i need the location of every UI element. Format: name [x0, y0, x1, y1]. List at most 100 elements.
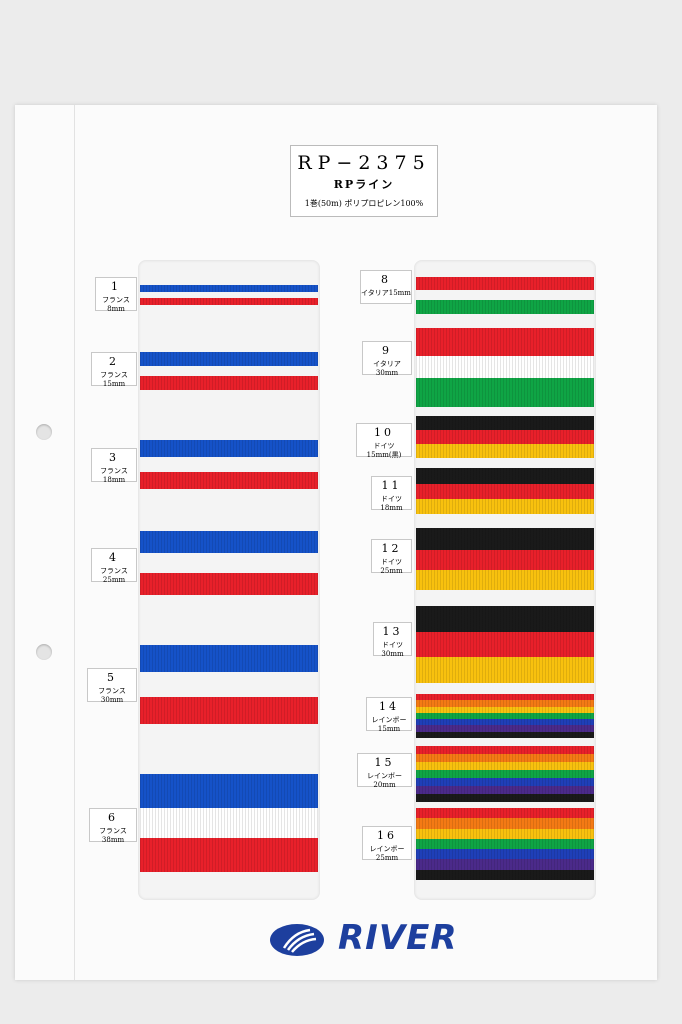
- sample-tag: 9 イタリア30mm: [362, 341, 412, 377]
- ribbon-band: [416, 528, 594, 550]
- ribbon-band: [140, 838, 318, 872]
- ribbon-band: [416, 484, 594, 499]
- ribbon-band: [416, 770, 594, 778]
- sample-number: 1: [111, 280, 121, 293]
- subtitle: RPライン: [333, 178, 395, 191]
- sample-tag: 3 フランス18mm: [91, 448, 137, 484]
- sample-number: 14: [379, 700, 399, 713]
- ribbon-band: [416, 416, 594, 430]
- ribbon-band: [140, 298, 318, 305]
- ribbon-band: [416, 859, 594, 870]
- ribbon-band: [416, 808, 594, 819]
- ribbon-band: [140, 645, 318, 672]
- sample-label: イタリア30mm: [373, 360, 401, 377]
- ribbon-band: [140, 352, 318, 366]
- sample-label: フランス18mm: [100, 467, 128, 484]
- sample-label: フランス15mm: [100, 371, 128, 388]
- ribbon-band: [416, 712, 594, 720]
- ribbon-band: [416, 838, 594, 850]
- sample-number: 12: [381, 542, 402, 555]
- sample-number: 16: [377, 829, 397, 842]
- ribbon-band: [416, 719, 594, 726]
- ribbon-band: [140, 440, 318, 457]
- sample-number: 4: [109, 551, 119, 564]
- sample-number: 8: [381, 273, 391, 286]
- punch-hole: [36, 424, 52, 440]
- sample-number: 10: [374, 426, 394, 439]
- sample-tag: 11 ドイツ18mm: [371, 476, 412, 512]
- sample-label: イタリア15mm: [361, 289, 411, 298]
- sample-tag: 15 レインボー20mm: [357, 753, 412, 789]
- ribbon-band: [416, 725, 594, 732]
- ribbon-band: [416, 786, 594, 794]
- sample-label: ドイツ18mm: [380, 495, 403, 512]
- sample-label: レインボー20mm: [367, 772, 402, 789]
- sample-tag: 13 ドイツ30mm: [373, 622, 412, 658]
- sample-label: レインボー15mm: [371, 716, 407, 733]
- ribbon-band: [416, 731, 594, 738]
- punch-hole: [36, 644, 52, 660]
- ribbon-band: [416, 849, 594, 860]
- ribbon-band: [416, 706, 594, 713]
- ribbon-band: [416, 778, 594, 786]
- ribbon-band: [416, 606, 594, 632]
- title: RP−2375: [297, 152, 431, 174]
- ribbon-band: [416, 378, 594, 407]
- ribbon-band: [416, 632, 594, 657]
- sample-tag: 14 レインボー15mm: [366, 697, 412, 733]
- ribbon-band: [416, 818, 594, 829]
- ribbon-band: [416, 746, 594, 754]
- ribbon-band: [416, 754, 594, 762]
- spec: 1巻(50m) ポリプロピレン100%: [304, 199, 424, 208]
- logo-waves: [282, 928, 317, 953]
- ribbon-band: [416, 444, 594, 458]
- ribbon-band: [416, 430, 594, 444]
- sample-label: レインボー25mm: [369, 845, 405, 862]
- sample-tag: 8 イタリア15mm: [360, 270, 412, 304]
- sample-number: 11: [381, 479, 402, 492]
- sample-label: フランス25mm: [100, 567, 128, 584]
- ribbon-band: [140, 774, 318, 808]
- sample-tag: 1 フランス8mm: [95, 277, 137, 313]
- sample-tag: 2 フランス15mm: [91, 352, 137, 388]
- ribbon-band: [416, 356, 594, 378]
- brand-name: RIVER: [338, 918, 458, 958]
- sample-label: ドイツ15mm(黒): [366, 442, 402, 459]
- sample-number: 2: [109, 355, 119, 368]
- sample-tag: 4 フランス25mm: [91, 548, 137, 584]
- sample-tag: 16 レインボー25mm: [362, 826, 412, 862]
- ribbon-band: [416, 700, 594, 707]
- sample-label: フランス38mm: [99, 827, 127, 844]
- ribbon-band: [140, 285, 318, 292]
- sample-tag: 12 ドイツ25mm: [371, 539, 412, 575]
- sample-tag: 6 フランス38mm: [89, 808, 137, 844]
- sample-tag: 10 ドイツ15mm(黒): [356, 423, 412, 459]
- sample-label: フランス30mm: [98, 687, 126, 704]
- ribbon-band: [140, 531, 318, 553]
- ribbon-band: [416, 277, 594, 290]
- header-box: RP−2375 RPライン 1巻(50m) ポリプロピレン100%: [290, 145, 438, 217]
- ribbon-band: [416, 499, 594, 514]
- ribbon-band: [416, 828, 594, 839]
- ribbon-band: [416, 468, 594, 484]
- sample-label: ドイツ30mm: [381, 641, 404, 658]
- ribbon-band: [416, 794, 594, 802]
- ribbon-band: [416, 869, 594, 880]
- sample-number: 15: [374, 756, 395, 769]
- sample-label: ドイツ25mm: [380, 558, 403, 575]
- ribbon-band: [140, 697, 318, 724]
- sample-number: 5: [107, 671, 117, 684]
- ribbon-band: [416, 550, 594, 570]
- ribbon-band: [416, 694, 594, 701]
- sample-number: 13: [382, 625, 403, 638]
- ribbon-band: [140, 573, 318, 595]
- ribbon-band: [416, 762, 594, 770]
- sample-number: 3: [109, 451, 119, 464]
- ribbon-band: [416, 657, 594, 683]
- ribbon-band: [416, 570, 594, 590]
- ribbon-band: [140, 376, 318, 390]
- ribbon-band: [140, 808, 318, 838]
- sample-number: 9: [382, 344, 392, 357]
- sample-label: フランス8mm: [102, 296, 130, 313]
